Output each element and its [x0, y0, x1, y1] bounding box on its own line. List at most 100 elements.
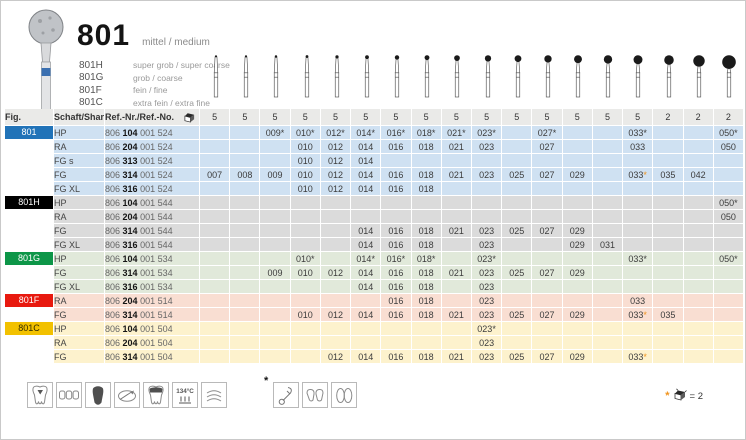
size-cell: [713, 266, 743, 279]
shank-cell: HP: [54, 252, 104, 265]
size-cell: [562, 140, 592, 153]
shank-cell: FG: [54, 168, 104, 181]
fig-cell: [5, 336, 53, 349]
size-cell: [683, 182, 713, 195]
legend-value: = 2: [689, 390, 703, 402]
size-cell: [562, 322, 592, 335]
pack-qty-cell: 5: [320, 109, 351, 125]
shank-cell: HP: [54, 322, 104, 335]
size-cell: [562, 154, 592, 167]
color-code-band: [41, 68, 51, 76]
fig-chip-801H: 801H: [5, 196, 53, 209]
size-cell: [713, 154, 743, 167]
table-row: FG XL 806 316 001 524 010 012 014 016 018: [5, 182, 743, 195]
bur-shape-icon: [533, 43, 563, 106]
size-cell: [592, 182, 623, 195]
package-icon: [673, 388, 687, 404]
size-cell: [502, 140, 532, 153]
size-cell: 031: [592, 238, 623, 251]
size-cell: 018: [411, 280, 441, 293]
fig-cell: 801F: [5, 294, 53, 307]
size-cell: [381, 196, 411, 209]
size-cell: [532, 252, 562, 265]
size-cell: 007: [200, 168, 230, 181]
size-cell: 029: [562, 308, 592, 321]
size-cell: 018*: [411, 252, 441, 265]
size-cell: 050*: [713, 196, 743, 209]
sterilizable-134c-icon: 134°C: [172, 382, 198, 408]
size-cell: 018: [411, 308, 441, 321]
size-cell: [562, 294, 592, 307]
size-cell: [502, 280, 532, 293]
size-cell: 014: [351, 224, 381, 237]
shank-cell: HP: [54, 126, 104, 139]
size-cell: [653, 210, 683, 223]
size-cell: 023: [471, 280, 502, 293]
size-cell: [592, 294, 623, 307]
size-cell: [502, 154, 532, 167]
size-cell: [200, 336, 230, 349]
size-cell: [562, 210, 592, 223]
size-cell: [200, 252, 230, 265]
size-cell: [653, 252, 683, 265]
size-cell: 025: [502, 350, 532, 363]
size-cell: [320, 210, 351, 223]
size-cell: [320, 294, 351, 307]
size-cell: 018: [411, 224, 441, 237]
size-cell: [623, 238, 653, 251]
size-cell: 016: [381, 350, 411, 363]
size-cell: 008: [230, 168, 260, 181]
size-cell: [260, 322, 290, 335]
size-cell: 012: [320, 308, 351, 321]
black-asterisk: *: [401, 127, 406, 138]
variant-row: 801G grob / coarse: [79, 72, 230, 85]
size-cell: [230, 294, 260, 307]
size-cell: 023: [471, 168, 502, 181]
size-cell: [230, 154, 260, 167]
size-cell: 014: [351, 280, 381, 293]
bur-shape-icon: [714, 43, 744, 106]
size-cell: [713, 280, 743, 293]
shank-cell: RA: [54, 210, 104, 223]
fig-cell: [5, 224, 53, 237]
size-cell: [471, 210, 502, 223]
size-cell: 027: [532, 224, 562, 237]
size-cell: 016*: [381, 252, 411, 265]
size-cell: [290, 336, 320, 349]
ref-number-cell: 806 316 001 524: [105, 182, 199, 195]
ref-number-cell: 806 313 001 524: [105, 154, 199, 167]
size-cell: [200, 210, 230, 223]
size-cell: 016: [381, 238, 411, 251]
size-cell: [260, 252, 290, 265]
variant-grade: super grob / super coarse: [133, 60, 230, 71]
size-cell: [471, 154, 502, 167]
size-cell: 009: [260, 168, 290, 181]
size-cell: [200, 140, 230, 153]
size-cell: 025: [502, 224, 532, 237]
size-cell: [351, 322, 381, 335]
size-cell: 014: [351, 182, 381, 195]
size-cell: 033*: [623, 168, 653, 181]
size-cell: 014: [351, 350, 381, 363]
size-cell: [230, 322, 260, 335]
size-cell: 050: [713, 210, 743, 223]
size-cell: [471, 196, 502, 209]
variant-grade: grob / coarse: [133, 72, 183, 83]
ref-number-cell: 806 314 001 544: [105, 224, 199, 237]
size-cell: [653, 336, 683, 349]
table-row: FG 806 314 001 514 010 012 014 016 018 021 023 02…: [5, 308, 743, 321]
table-row: FG XL 806 316 001 544 014 016 018 023 029 031: [5, 238, 743, 251]
black-asterisk: *: [492, 253, 496, 264]
shank-cell: FG: [54, 308, 104, 321]
ref-header: Ref.-Nr./Ref.-No.: [105, 109, 199, 125]
size-cell: 023: [471, 224, 502, 237]
size-cell: [290, 210, 320, 223]
black-asterisk: *: [643, 127, 647, 138]
size-cell: 029: [562, 266, 592, 279]
size-cell: 023*: [471, 252, 502, 265]
size-cell: [592, 350, 623, 363]
ref-number-cell: 806 204 001 504: [105, 336, 199, 349]
size-cell: [411, 322, 441, 335]
table-row: FG 806 314 001 534 009 010 012 014 016 018 021 02…: [5, 266, 743, 279]
fig-cell: [5, 350, 53, 363]
